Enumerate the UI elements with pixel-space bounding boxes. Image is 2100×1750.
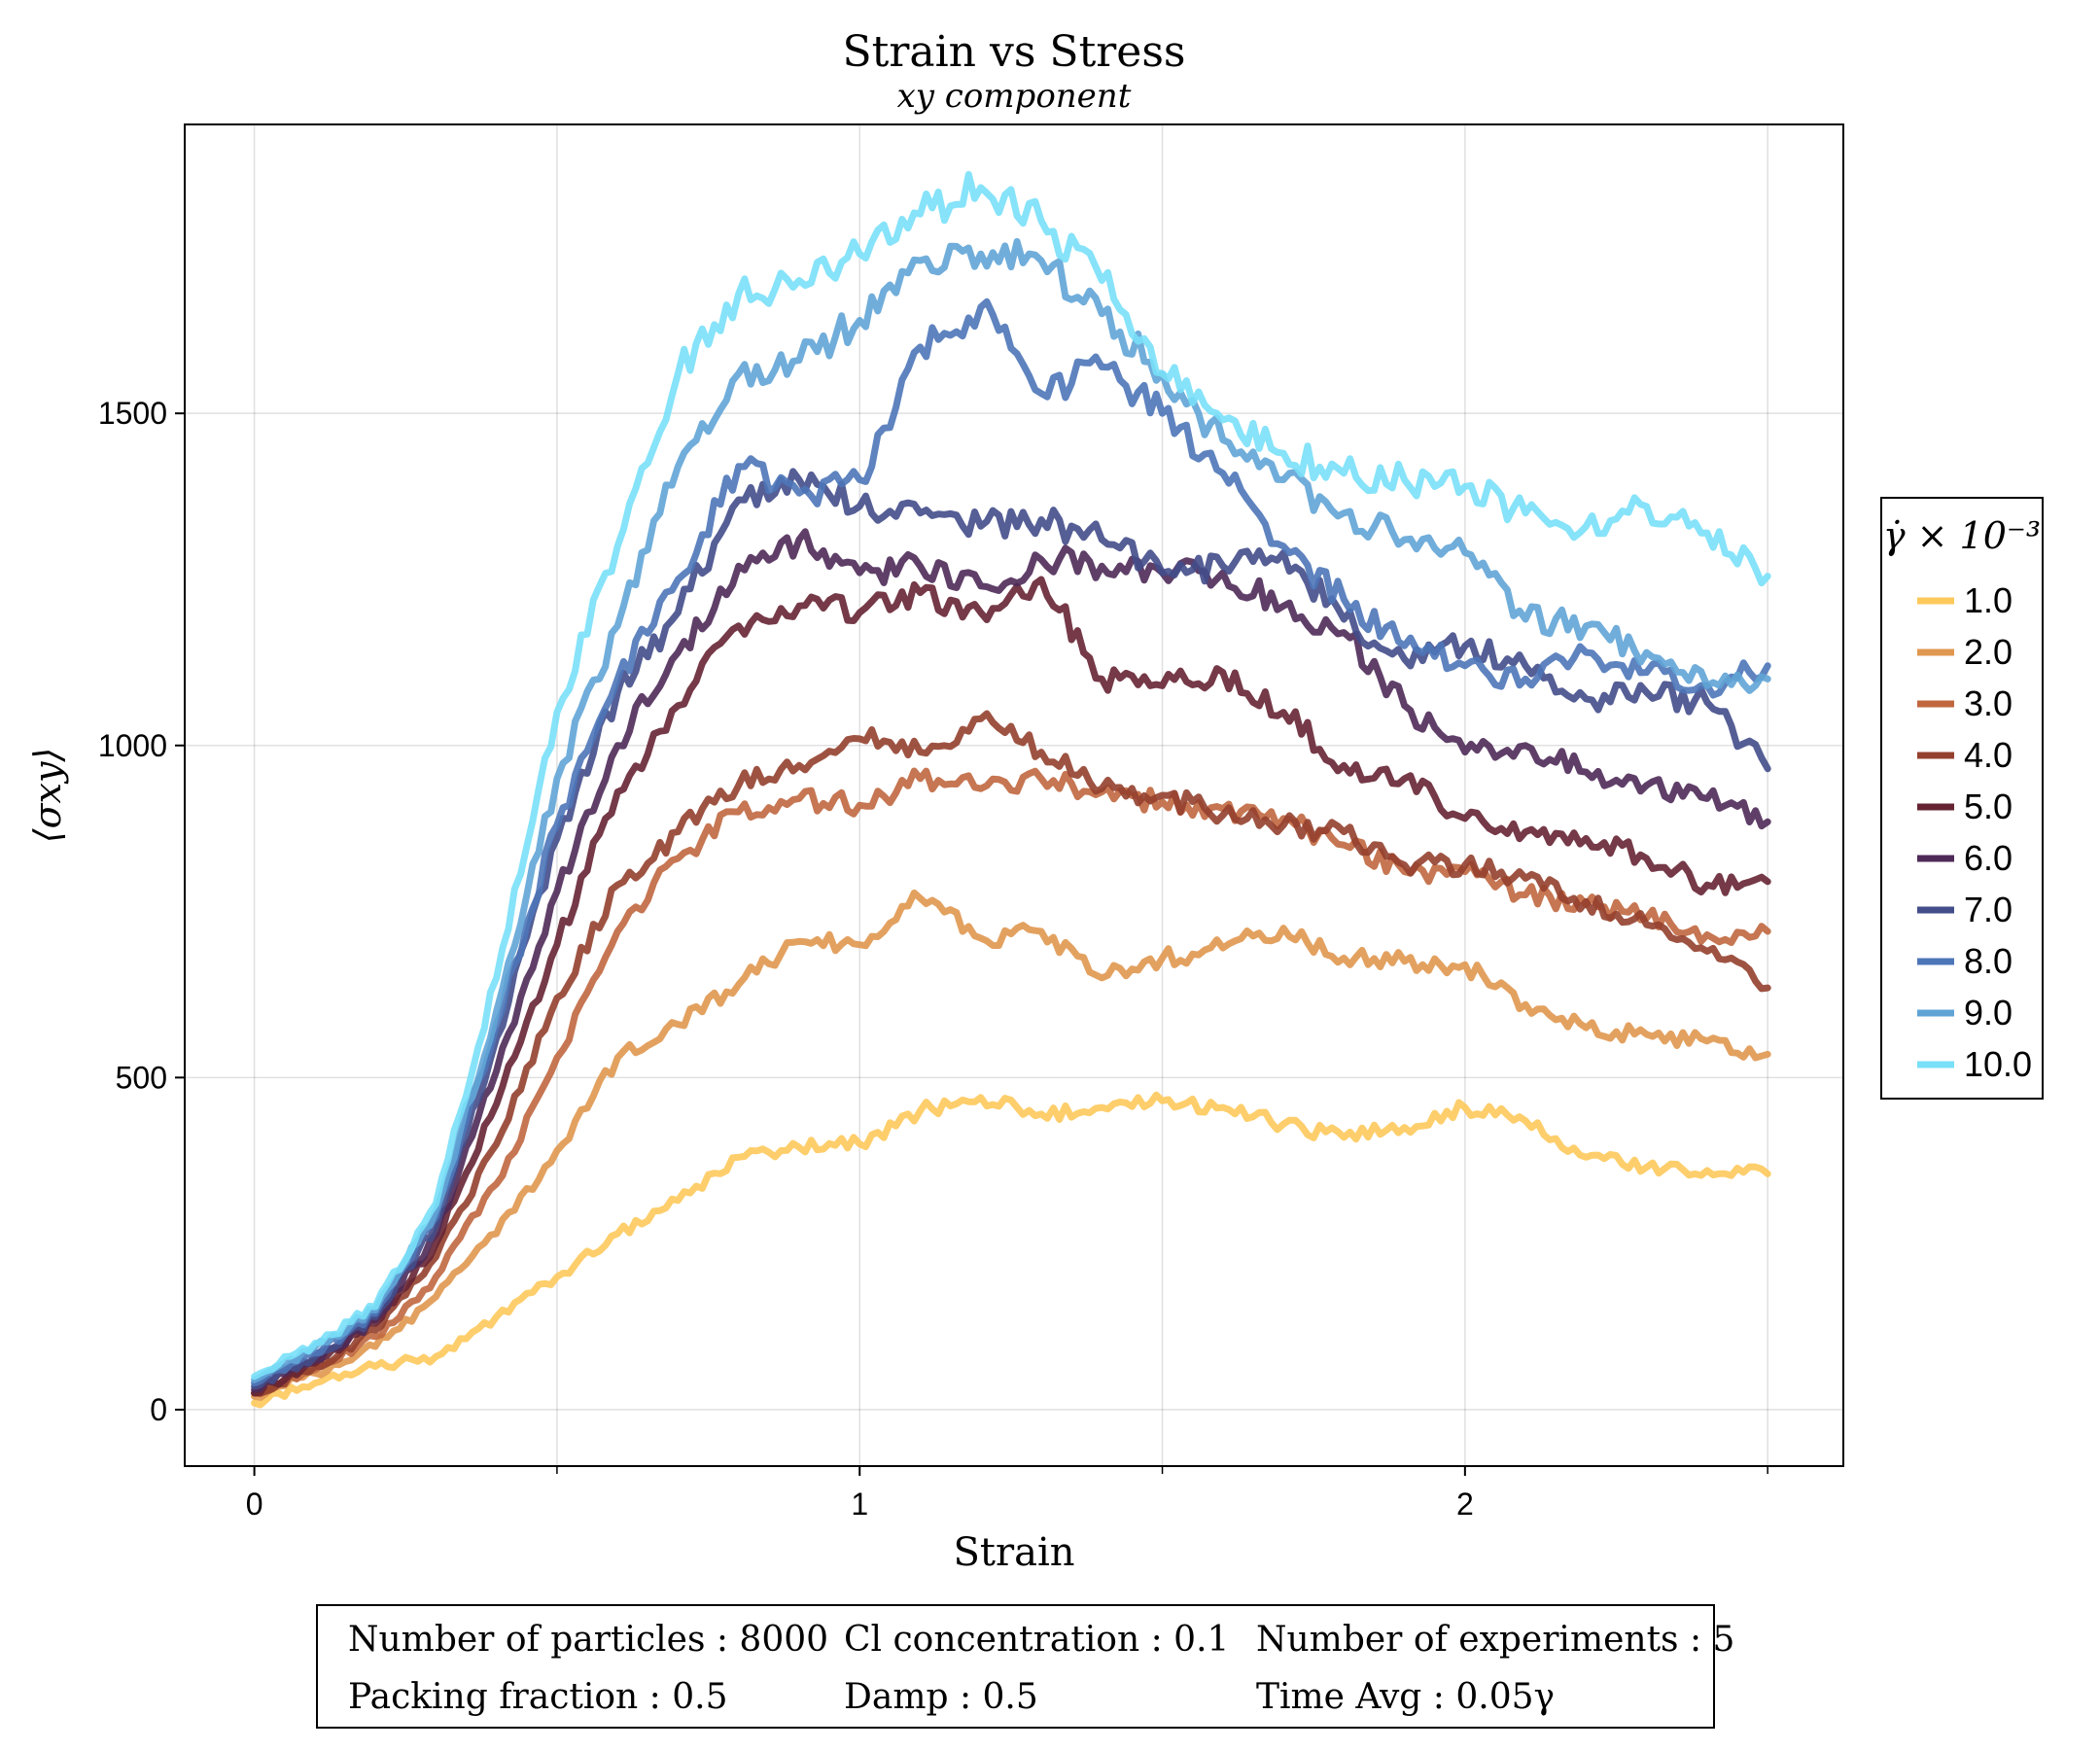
x-tick-label: 0 bbox=[246, 1487, 263, 1522]
series-line-2.0 bbox=[251, 889, 1771, 1401]
legend-label: 4.0 bbox=[1964, 735, 2012, 775]
legend-label: 6.0 bbox=[1964, 838, 2012, 878]
y-tick-label: 0 bbox=[150, 1392, 167, 1427]
chart-title: Strain vs Stress bbox=[843, 27, 1186, 77]
info-time-avg: Time Avg : 0.05γ bbox=[1256, 1677, 1555, 1717]
series-line-9.0 bbox=[251, 237, 1771, 1383]
x-tick-label: 1 bbox=[851, 1487, 868, 1522]
y-tick-label: 500 bbox=[116, 1060, 167, 1095]
legend-label: 10.0 bbox=[1964, 1044, 2032, 1084]
info-damp: Damp : 0.5 bbox=[844, 1677, 1038, 1717]
series-line-8.0 bbox=[251, 298, 1771, 1387]
series-line-4.0 bbox=[251, 710, 1771, 1397]
series-line-3.0 bbox=[251, 767, 1771, 1398]
legend-items: 1.0 2.0 3.0 4.0 5.0 6.0 7.0 8.0 9.0 10.0 bbox=[1917, 580, 2032, 1084]
legend-title: γ̇ × 10⁻³ bbox=[1883, 514, 2041, 557]
series-line-1.0 bbox=[251, 1091, 1771, 1409]
series-lines bbox=[251, 170, 1771, 1409]
legend-label: 1.0 bbox=[1964, 580, 2012, 620]
legend-label: 3.0 bbox=[1964, 683, 2012, 723]
series-line-7.0 bbox=[251, 468, 1771, 1390]
legend-frame bbox=[1880, 497, 2044, 1100]
grid-lines bbox=[185, 124, 1843, 1466]
series-line-10.0 bbox=[251, 170, 1771, 1381]
legend-label: 9.0 bbox=[1964, 993, 2012, 1032]
legend: γ̇ × 10⁻³ 1.0 2.0 3.0 4.0 5.0 6.0 7.0 8.0 9.0 10.… bbox=[1880, 497, 2044, 1100]
legend-label: 2.0 bbox=[1964, 632, 2012, 672]
y-tick-label: 1500 bbox=[98, 396, 167, 431]
info-box: Number of particles : 8000 Cl concentrat… bbox=[316, 1604, 1734, 1729]
series-line-6.0 bbox=[251, 528, 1771, 1393]
chart-subtitle: xy component bbox=[897, 77, 1132, 116]
info-packing-fraction: Packing fraction : 0.5 bbox=[348, 1677, 728, 1717]
legend-label: 8.0 bbox=[1964, 941, 2012, 981]
axes: 0 1 2 0 500 1000 1500 bbox=[98, 396, 1768, 1522]
series-line-5.0 bbox=[251, 576, 1771, 1397]
info-cl-concentration: Cl concentration : 0.1 bbox=[844, 1620, 1229, 1660]
y-tick-label: 1000 bbox=[98, 728, 167, 763]
legend-label: 7.0 bbox=[1964, 890, 2012, 929]
y-axis-label: ⟨σxy⟩ bbox=[26, 748, 69, 844]
info-experiments: Number of experiments : 5 bbox=[1256, 1620, 1734, 1660]
plot-frame bbox=[184, 123, 1844, 1467]
x-axis-label: Strain bbox=[954, 1530, 1075, 1575]
x-tick-label: 2 bbox=[1456, 1487, 1474, 1522]
info-box-frame bbox=[316, 1604, 1715, 1729]
legend-label: 5.0 bbox=[1964, 787, 2012, 826]
info-particles: Number of particles : 8000 bbox=[348, 1620, 828, 1660]
